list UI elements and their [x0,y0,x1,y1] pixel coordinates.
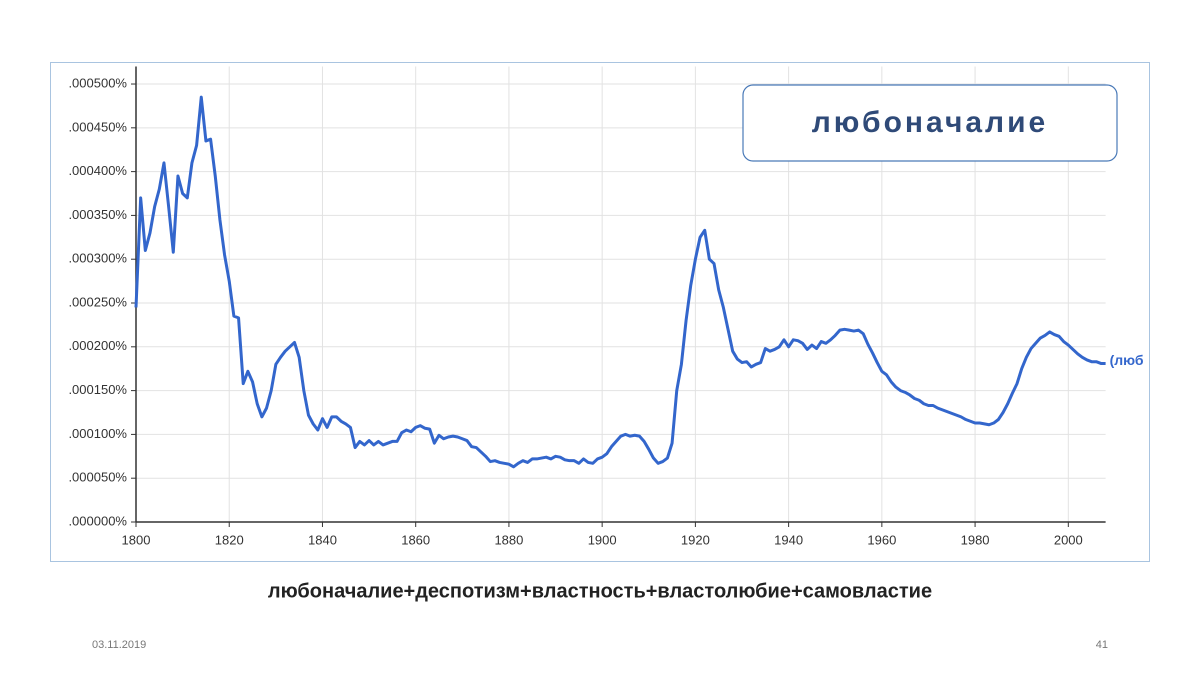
title-box [742,84,1118,162]
x-tick-label: 1900 [588,532,617,547]
x-tick-label: 1860 [401,532,430,547]
x-tick-label: 1980 [961,532,990,547]
y-tick-label: .000300% [68,251,127,266]
x-tick-label: 1800 [122,532,151,547]
y-tick-label: .000000% [68,513,127,528]
line [134,95,1106,469]
y-tick-label: .000100% [68,426,127,441]
plot: .000000% .000050% .000100% .000150% .000200%… [68,66,1144,547]
x-tick-label: 1960 [867,532,896,547]
x-tick-label: 2000 [1054,532,1083,547]
series-label: (люб [1110,352,1144,368]
y-tick-label: .000450% [68,119,127,134]
y-tick-label: .000150% [68,382,127,397]
y-tick-label: .000400% [68,163,127,178]
date: 03.11.2019 [92,639,146,651]
y-tick-label: .000500% [68,75,127,90]
x-tick-label: 1940 [774,532,803,547]
x-tick-label: 1920 [681,532,710,547]
chart-title: любоначалие [812,106,1048,139]
x-tick-label: 1840 [308,532,337,547]
x-tick-label: 1820 [215,532,244,547]
y-tick-label: .000350% [68,207,127,222]
x-tick-label: 1880 [494,532,523,547]
page-number: 41 [1096,639,1108,651]
caption: любоначалие+деспотизм+властность+властол… [268,580,932,602]
y-tick-label: .000250% [68,294,127,309]
y-tick-label: .000200% [68,338,127,353]
y-tick-label: .000050% [68,470,127,485]
